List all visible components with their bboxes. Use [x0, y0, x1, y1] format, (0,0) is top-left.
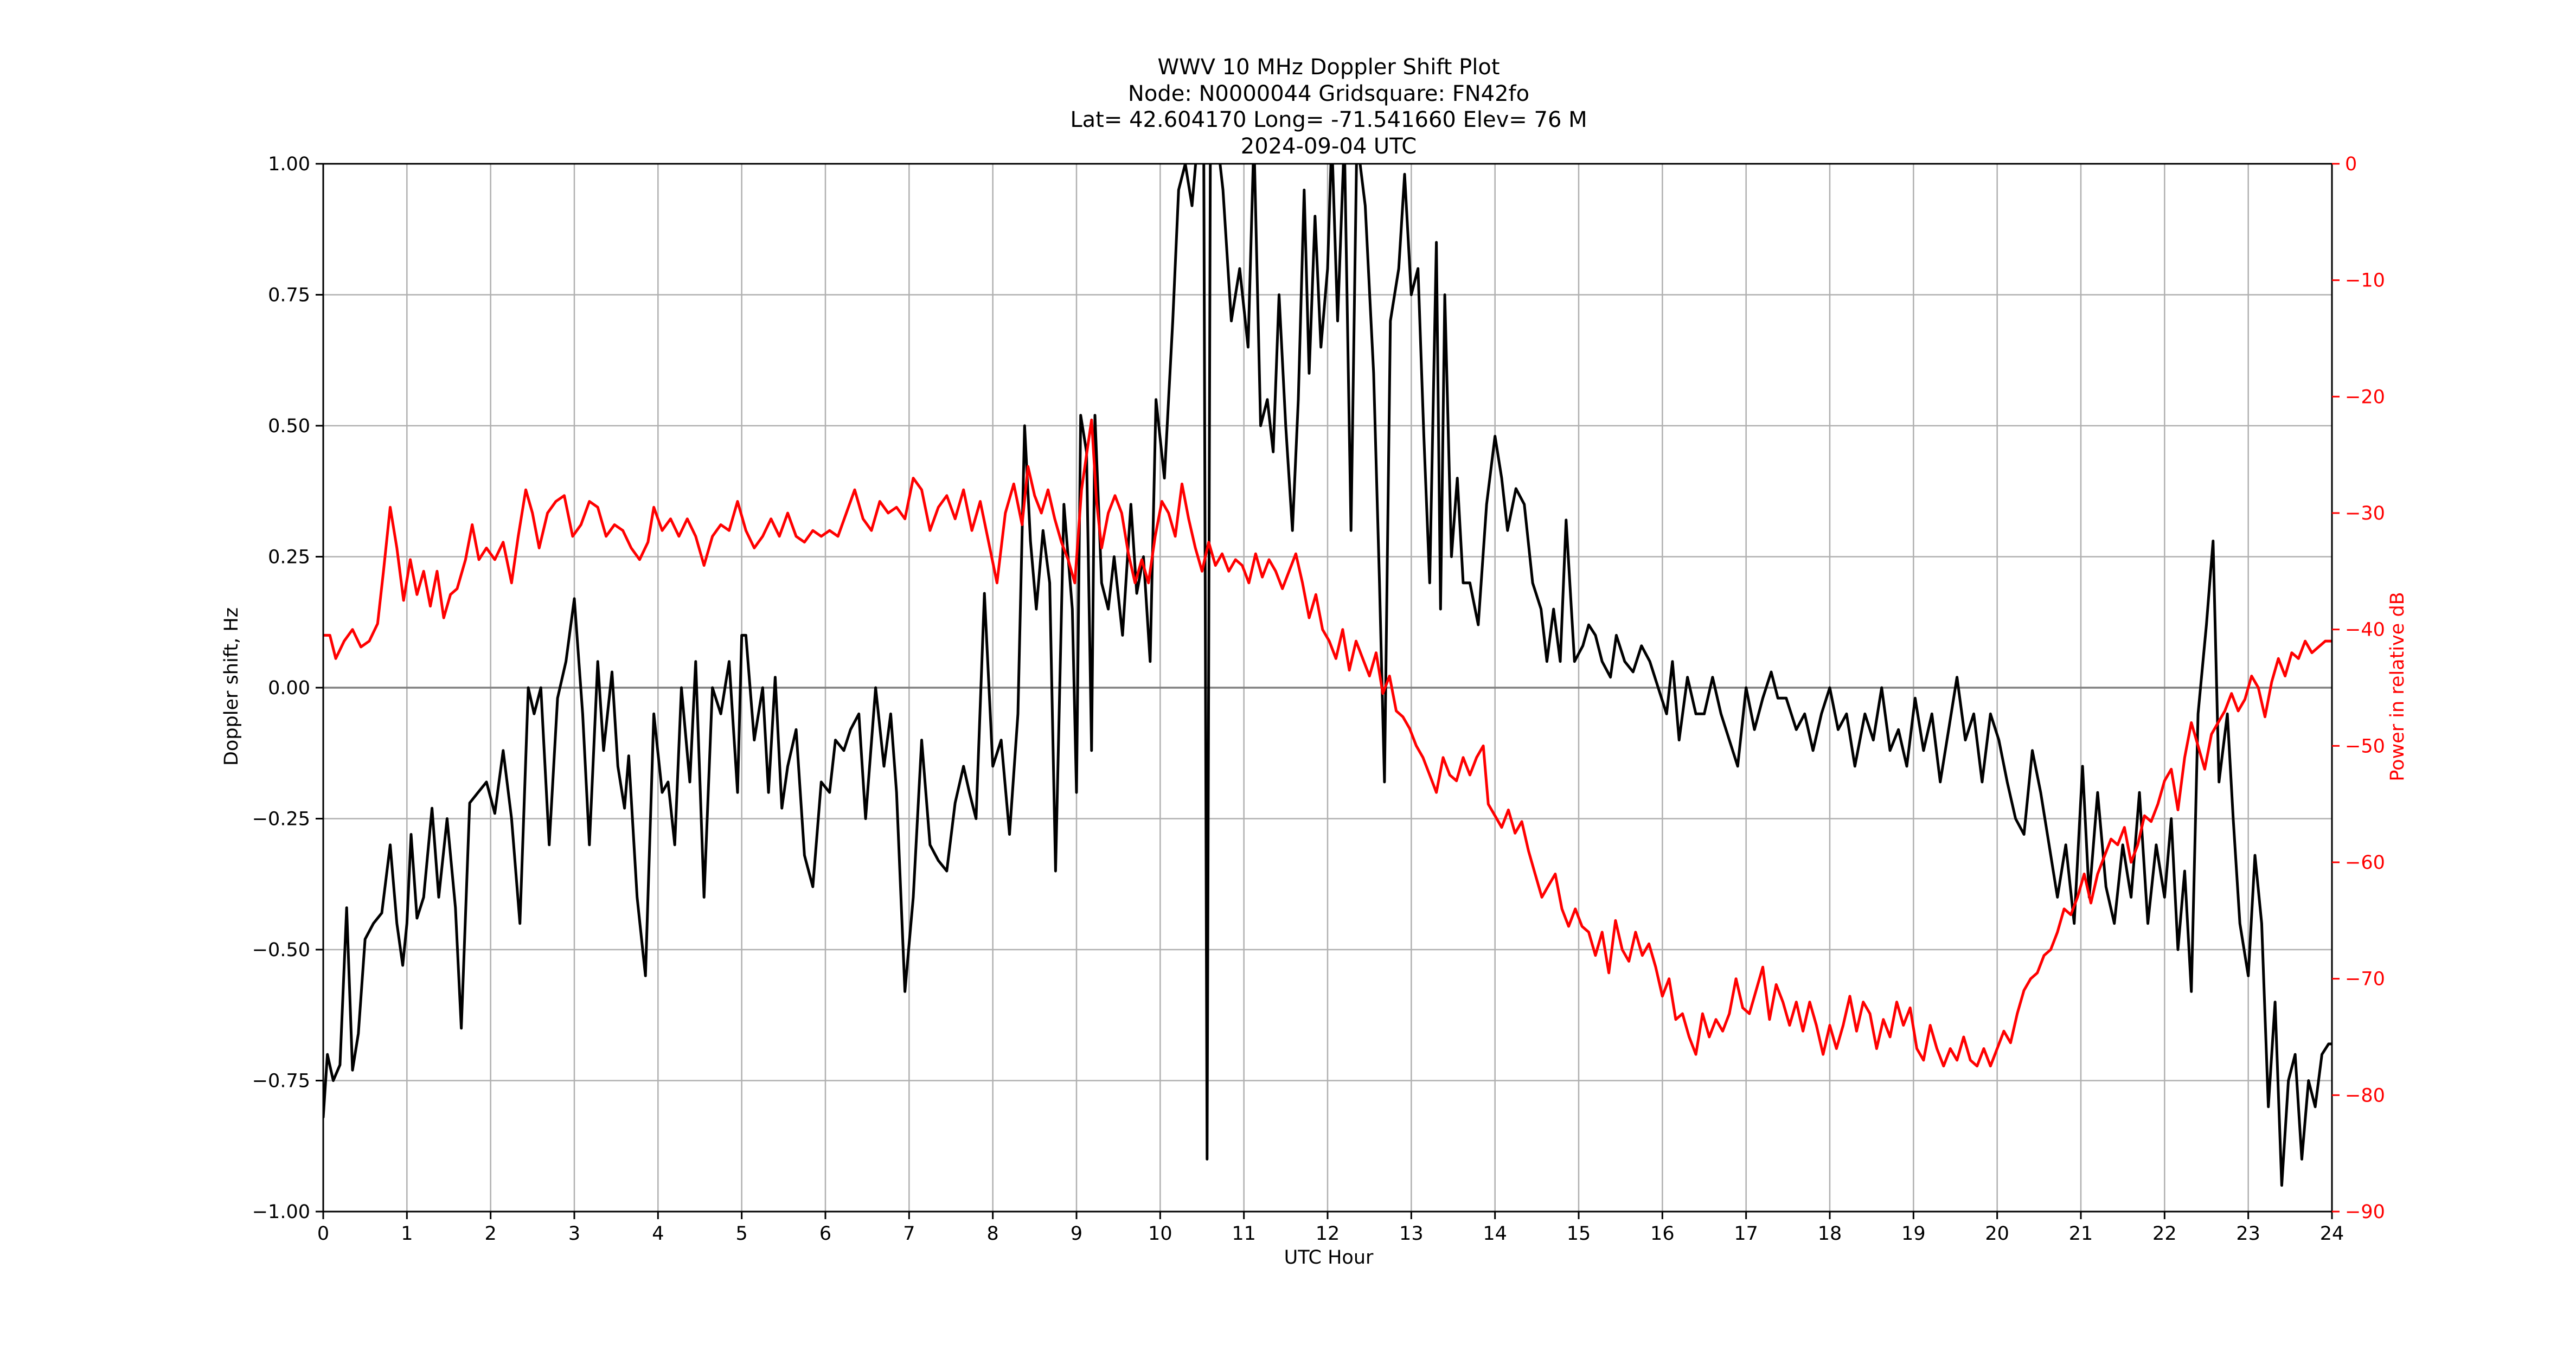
y-right-tick-label: 0 — [2345, 153, 2357, 175]
x-tick-label: 16 — [1650, 1223, 1675, 1245]
x-tick-label: 20 — [1985, 1223, 2009, 1245]
title-line-3: Lat= 42.604170 Long= -71.541660 Elev= 76… — [1070, 107, 1587, 132]
x-tick-label: 8 — [987, 1223, 999, 1245]
y-right-tick-label: −70 — [2345, 969, 2385, 990]
x-tick-label: 7 — [903, 1223, 915, 1245]
y-left-tick-label: −1.00 — [252, 1201, 310, 1223]
x-tick-label: 10 — [1148, 1223, 1172, 1245]
y-left-tick-label: −0.25 — [252, 809, 310, 830]
x-tick-label: 6 — [819, 1223, 831, 1245]
y-left-tick-label: −0.75 — [252, 1071, 310, 1092]
y-right-axis-ticks: 0 −10 −20 −30 −40 −50 −60 −70 −80 −90 — [2332, 153, 2385, 1223]
y-left-tick-label: 0.25 — [268, 547, 310, 568]
title-line-2: Node: N0000044 Gridsquare: FN42fo — [1128, 81, 1529, 106]
y-right-tick-label: −60 — [2345, 852, 2385, 874]
x-tick-label: 21 — [2069, 1223, 2093, 1245]
x-tick-label: 4 — [652, 1223, 664, 1245]
x-axis-ticks: 0 1 2 3 4 5 6 7 8 9 10 11 12 13 14 15 16 17 18 19 20 21 22 23 24 — [317, 1212, 2344, 1245]
x-tick-label: 23 — [2236, 1223, 2260, 1245]
y-left-tick-label: −0.50 — [252, 939, 310, 961]
y-right-tick-label: −90 — [2345, 1201, 2385, 1223]
x-tick-label: 15 — [1567, 1223, 1591, 1245]
x-tick-label: 9 — [1071, 1223, 1082, 1245]
x-tick-label: 3 — [568, 1223, 580, 1245]
x-tick-label: 12 — [1316, 1223, 1340, 1245]
series-lines — [323, 164, 2332, 1187]
y-right-tick-label: −80 — [2345, 1085, 2385, 1106]
x-tick-label: 17 — [1734, 1223, 1758, 1245]
y-left-axis-ticks: −1.00 −0.75 −0.50 −0.25 0.00 0.25 0.50 0.75 1.00 — [252, 153, 323, 1223]
y-left-axis-label: Doppler shift, Hz — [221, 607, 242, 766]
x-axis-label: UTC Hour — [1284, 1247, 1374, 1269]
title-line-4: 2024-09-04 UTC — [1241, 134, 1417, 159]
x-tick-label: 14 — [1483, 1223, 1507, 1245]
x-tick-label: 24 — [2320, 1223, 2344, 1245]
x-tick-label: 5 — [736, 1223, 748, 1245]
y-left-tick-label: 1.00 — [268, 153, 310, 175]
x-tick-label: 1 — [401, 1223, 413, 1245]
x-tick-label: 18 — [1818, 1223, 1842, 1245]
chart-title: WWV 10 MHz Doppler Shift Plot Node: N000… — [1070, 55, 1587, 159]
y-right-axis-label: Power in relative dB — [2387, 592, 2408, 781]
title-line-1: WWV 10 MHz Doppler Shift Plot — [1157, 55, 1500, 80]
power-series-line — [323, 418, 2332, 1068]
y-right-tick-label: −30 — [2345, 503, 2385, 524]
x-tick-label: 0 — [317, 1223, 329, 1245]
y-right-tick-label: −40 — [2345, 619, 2385, 641]
y-left-tick-label: 0.75 — [268, 285, 310, 306]
y-right-tick-label: −10 — [2345, 270, 2385, 292]
y-right-tick-label: −50 — [2345, 735, 2385, 757]
x-tick-label: 11 — [1232, 1223, 1256, 1245]
y-right-tick-label: −20 — [2345, 386, 2385, 408]
x-tick-label: 13 — [1399, 1223, 1424, 1245]
x-tick-label: 19 — [1901, 1223, 1926, 1245]
y-left-tick-label: 0.50 — [268, 415, 310, 437]
x-tick-label: 2 — [485, 1223, 497, 1245]
y-left-tick-label: 0.00 — [268, 677, 310, 699]
x-tick-label: 22 — [2152, 1223, 2177, 1245]
doppler-series-line — [323, 164, 2332, 1187]
